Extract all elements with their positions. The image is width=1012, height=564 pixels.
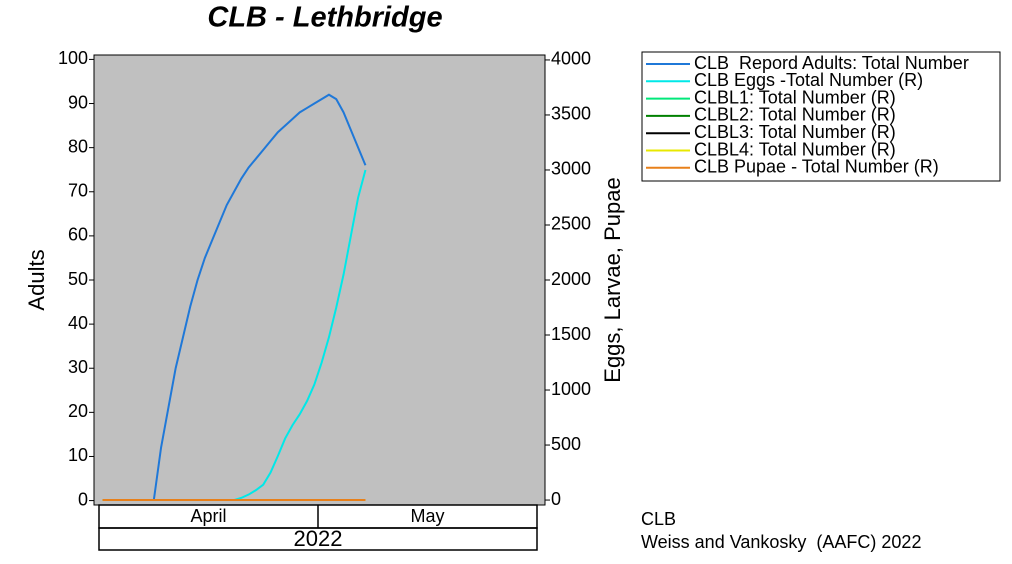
y2-tick-label: 2000 <box>551 269 591 289</box>
series-line <box>152 93 367 501</box>
y2-tick-label: 2500 <box>551 214 591 234</box>
y-tick-label: 40 <box>68 313 88 333</box>
note: Weiss and Vankosky (AAFC) 2022 <box>641 532 921 552</box>
y2-axis-label: Eggs, Larvae, Pupae <box>600 177 625 382</box>
note: CLB <box>641 509 676 529</box>
legend-label: CLB Eggs -Total Number (R) <box>694 70 923 90</box>
y-tick-label: 90 <box>68 92 88 112</box>
y2-tick-label: 1000 <box>551 379 591 399</box>
y-tick-label: 100 <box>58 48 88 68</box>
y-axis-label: Adults <box>24 249 49 310</box>
month-label: April <box>190 506 226 526</box>
y2-tick-label: 0 <box>551 489 561 509</box>
month-label: May <box>410 506 444 526</box>
chart-title: CLB - Lethbridge <box>207 2 442 34</box>
legend-label: CLB Repord Adults: Total Number <box>694 53 969 73</box>
legend-label: CLBL1: Total Number (R) <box>694 87 896 107</box>
legend-label: CLBL2: Total Number (R) <box>694 105 896 125</box>
y-tick-label: 50 <box>68 269 88 289</box>
y-tick-label: 60 <box>68 225 88 245</box>
y-tick-label: 10 <box>68 445 88 465</box>
legend-label: CLBL3: Total Number (R) <box>694 122 896 142</box>
y2-tick-label: 4000 <box>551 49 591 69</box>
y-tick-label: 70 <box>68 181 88 201</box>
legend-label: CLB Pupae - Total Number (R) <box>694 157 939 177</box>
y-tick-label: 0 <box>78 489 88 509</box>
y-tick-label: 20 <box>68 401 88 421</box>
plot-area <box>93 54 546 506</box>
y-tick-label: 30 <box>68 357 88 377</box>
legend-label: CLBL4: Total Number (R) <box>694 139 896 159</box>
y-tick-label: 80 <box>68 136 88 156</box>
y2-tick-label: 3500 <box>551 104 591 124</box>
y2-tick-label: 3000 <box>551 159 591 179</box>
year-label: 2022 <box>294 526 343 551</box>
y2-tick-label: 500 <box>551 434 581 454</box>
y2-tick-label: 1500 <box>551 324 591 344</box>
legend <box>641 51 1001 182</box>
